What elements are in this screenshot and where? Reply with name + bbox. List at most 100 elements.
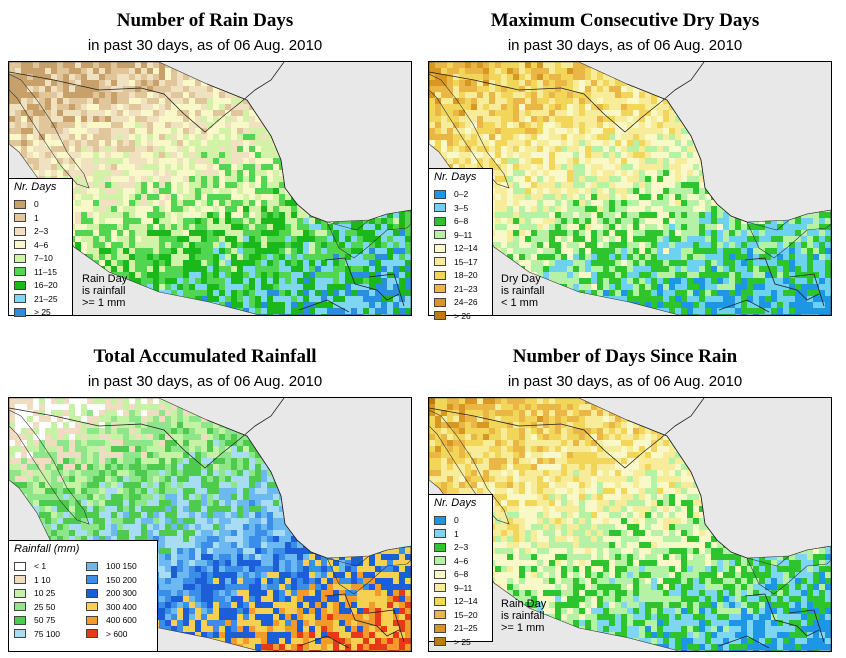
- legend-row: 0: [14, 199, 39, 209]
- legend-row: 16–20: [14, 280, 58, 290]
- legend-swatch: [434, 230, 446, 239]
- legend-swatch: [434, 515, 446, 525]
- legend-label: 1: [454, 528, 459, 539]
- legend-label: 12–14: [454, 596, 478, 606]
- legend-row: 6–8: [434, 216, 468, 226]
- legend-swatch: [14, 307, 26, 317]
- legend-label: 11–15: [34, 266, 58, 277]
- legend-label: 18–20: [454, 270, 478, 280]
- legend-label: 6–8: [454, 569, 469, 579]
- panel-subtitle: in past 30 days, as of 06 Aug. 2010: [87, 37, 323, 54]
- legend-row: 200 300: [86, 588, 137, 598]
- legend-row: > 26: [434, 311, 471, 321]
- legend-swatch: [434, 556, 446, 565]
- legend-row: 21–25: [434, 623, 478, 633]
- legend-row: > 600: [86, 629, 128, 639]
- legend-swatch: [14, 588, 26, 598]
- legend-row: 1: [434, 529, 459, 539]
- legend-title: Nr. Days: [14, 181, 57, 193]
- legend-label: 25 50: [34, 601, 56, 612]
- legend-row: 10 25: [14, 588, 55, 598]
- legend-label: < 1: [34, 561, 47, 571]
- legend-label: 21–23: [454, 283, 478, 294]
- legend-label: 4–6: [454, 555, 469, 566]
- legend-label: 1: [34, 212, 39, 223]
- legend-swatch: [14, 629, 26, 638]
- legend-label: 200 300: [106, 588, 137, 598]
- legend-label: 15–17: [454, 256, 478, 267]
- panel-rain-days: Number of Rain Days in past 30 days, as …: [0, 0, 412, 317]
- legend-row: 2–3: [14, 226, 48, 236]
- coastline-borders: [9, 398, 411, 651]
- legend-row: 9–11: [434, 230, 472, 240]
- panel-total-rainfall: Total Accumulated Rainfall in past 30 da…: [0, 336, 412, 652]
- coastline-borders: [429, 62, 831, 315]
- legend-label: 21–25: [454, 623, 478, 633]
- panel-days-since-rain: Number of Days Since Rain in past 30 day…: [420, 336, 832, 652]
- legend-label: 10 25: [34, 588, 56, 598]
- legend-row: > 25: [434, 637, 471, 647]
- legend-swatch: [14, 240, 26, 249]
- legend-label: 12–14: [454, 243, 478, 253]
- legend-swatch: [14, 561, 26, 571]
- legend-swatch: [86, 575, 98, 584]
- legend-label: > 25: [34, 307, 51, 317]
- legend-label: > 26: [454, 310, 471, 321]
- panel-subtitle: in past 30 days, as of 06 Aug. 2010: [87, 373, 323, 390]
- legend-row: 1 10: [14, 575, 51, 585]
- legend-row: 4–6: [14, 240, 48, 250]
- legend-label: 0–2: [454, 189, 469, 199]
- legend-label: 300 400: [106, 601, 137, 612]
- legend-label: 24–26: [454, 297, 478, 307]
- legend-label: 0: [34, 199, 39, 209]
- legend-row: 100 150: [86, 561, 137, 571]
- legend-row: 6–8: [434, 569, 468, 579]
- legend-row: 300 400: [86, 602, 137, 612]
- legend-label: 150 200: [106, 574, 137, 585]
- legend-swatch: [14, 575, 26, 584]
- legend-swatch: [434, 569, 446, 579]
- panel-title: Total Accumulated Rainfall: [93, 346, 317, 367]
- legend-row: 50 75: [14, 615, 55, 625]
- legend-row: 2–3: [434, 542, 468, 552]
- legend-label: 15–20: [454, 609, 478, 620]
- panel-subtitle: in past 30 days, as of 06 Aug. 2010: [507, 373, 743, 390]
- legend-label: 4–6: [34, 239, 49, 250]
- legend-row: 0: [434, 515, 459, 525]
- legend-row: 11–15: [14, 267, 57, 277]
- legend-swatch: [14, 267, 26, 276]
- legend-label: 9–11: [454, 229, 473, 240]
- panel-title: Maximum Consecutive Dry Days: [490, 10, 760, 31]
- legend-label: > 600: [106, 628, 128, 639]
- legend-swatch: [434, 216, 446, 226]
- panel-dry-days: Maximum Consecutive Dry Days in past 30 …: [420, 0, 832, 321]
- legend-row: 12–14: [434, 243, 478, 253]
- legend-label: > 25: [454, 636, 471, 647]
- legend-swatch: [14, 615, 26, 625]
- legend-swatch: [434, 311, 446, 320]
- legend-swatch: [434, 284, 446, 293]
- legend-row: 25 50: [14, 602, 55, 612]
- legend-row: > 25: [14, 307, 51, 317]
- legend-swatch: [14, 280, 26, 290]
- map-dry-days: [428, 61, 832, 316]
- legend-row: 150 200: [86, 575, 137, 585]
- legend-swatch: [434, 529, 446, 538]
- legend-label: 21–25: [34, 293, 58, 304]
- legend-swatch: [86, 629, 98, 638]
- legend-title: Nr. Days: [434, 171, 477, 183]
- legend-row: 24–26: [434, 297, 478, 307]
- legend-label: 1 10: [34, 574, 51, 585]
- legend-label: 7–10: [34, 253, 53, 263]
- legend-label: 2–3: [454, 542, 469, 552]
- legend-swatch: [14, 602, 26, 611]
- legend-title: Rainfall (mm): [14, 543, 80, 555]
- legend-row: 7–10: [14, 253, 53, 263]
- legend-swatch: [434, 243, 446, 253]
- legend-swatch: [434, 257, 446, 266]
- legend-label: 400 600: [106, 615, 137, 625]
- legend-row: 15–20: [434, 610, 478, 620]
- legend-row: < 1: [14, 561, 46, 571]
- legend-note: Rain Day is rainfall >= 1 mm: [501, 598, 547, 634]
- legend-row: 0–2: [434, 189, 468, 199]
